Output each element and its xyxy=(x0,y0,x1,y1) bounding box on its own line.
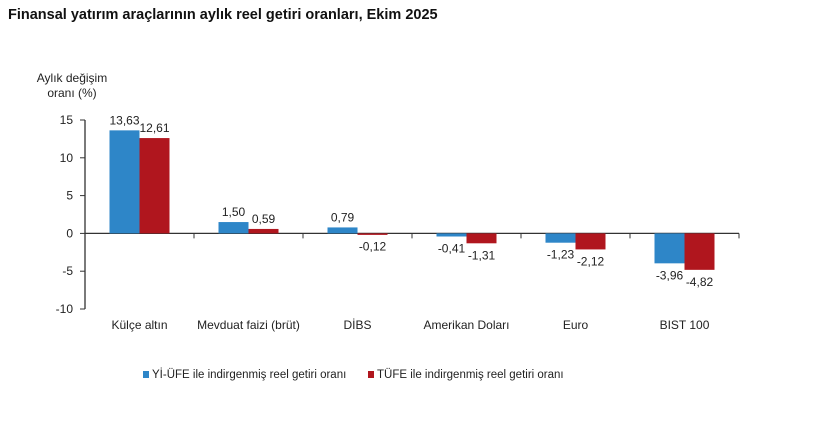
x-tick-label: Euro xyxy=(563,318,589,332)
data-label: -0,41 xyxy=(438,241,466,255)
data-label: 0,59 xyxy=(252,212,276,226)
data-label: -1,31 xyxy=(468,248,496,262)
bar-yiufe xyxy=(654,233,685,264)
data-label: -1,23 xyxy=(547,248,575,262)
data-label: 13,63 xyxy=(109,113,139,127)
bar-yiufe xyxy=(436,233,467,237)
x-tick-label: BIST 100 xyxy=(660,318,710,332)
legend-swatch xyxy=(143,371,149,378)
legend-label: TÜFE ile indirgenmiş reel getiri oranı xyxy=(377,369,564,381)
x-tick-label: DİBS xyxy=(343,318,371,332)
x-tick-label: Mevduat faizi (brüt) xyxy=(197,318,300,332)
x-tick-label: Amerikan Doları xyxy=(423,318,509,332)
y-tick-label: -5 xyxy=(62,264,73,278)
data-label: -3,96 xyxy=(656,268,684,282)
data-label: -0,12 xyxy=(359,239,387,253)
bar-yiufe xyxy=(545,233,576,243)
bar-tufe xyxy=(684,233,715,270)
y-tick-label: -10 xyxy=(56,302,74,316)
data-label: 1,50 xyxy=(222,205,246,219)
y-tick-label: 15 xyxy=(60,113,74,127)
x-tick-label: Külçe altın xyxy=(111,318,167,332)
legend-label: Yİ-ÜFE ile indirgenmiş reel getiri oranı xyxy=(152,368,346,381)
y-tick-label: 10 xyxy=(60,151,74,165)
bar-yiufe xyxy=(218,222,249,234)
y-tick-label: 5 xyxy=(66,189,73,203)
bar-tufe xyxy=(575,233,606,250)
bar-tufe xyxy=(466,233,497,244)
bar-tufe xyxy=(248,228,279,234)
y-tick-label: 0 xyxy=(66,226,73,240)
bar-yiufe xyxy=(327,227,358,234)
y-axis-label: oranı (%) xyxy=(47,86,96,100)
chart-title: Finansal yatırım araçlarının aylık reel … xyxy=(8,7,438,23)
data-label: 0,79 xyxy=(331,210,355,224)
data-label: 12,61 xyxy=(139,121,169,135)
data-label: -2,12 xyxy=(577,254,605,268)
y-axis-label: Aylık değişim xyxy=(37,71,107,85)
bar-tufe xyxy=(357,233,388,235)
bar-yiufe xyxy=(109,130,140,234)
bar-tufe xyxy=(139,138,170,234)
data-label: -4,82 xyxy=(686,275,714,289)
legend-swatch xyxy=(368,371,374,378)
